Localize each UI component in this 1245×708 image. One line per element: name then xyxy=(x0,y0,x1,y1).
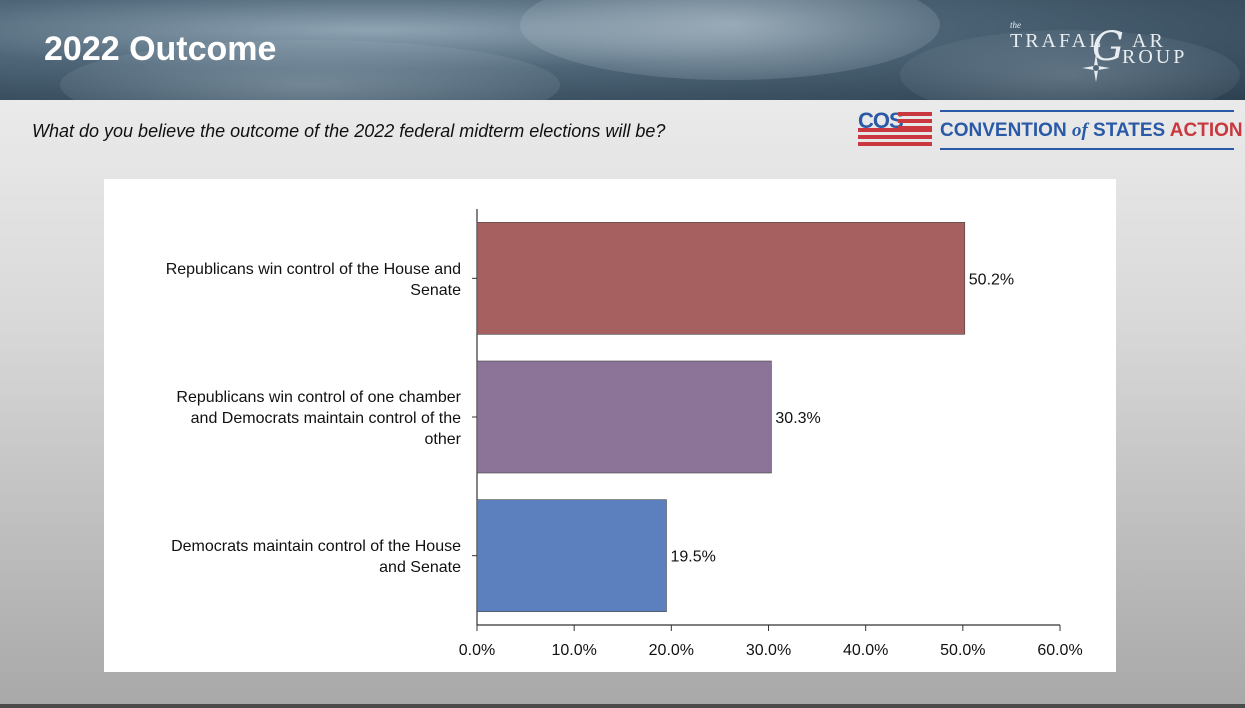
category-label: and Democrats maintain control of the xyxy=(191,410,461,427)
sky-cloud xyxy=(520,0,940,80)
x-tick-label: 10.0% xyxy=(551,642,596,659)
x-tick-label: 60.0% xyxy=(1037,642,1082,659)
bar xyxy=(476,360,772,474)
bar xyxy=(476,222,966,335)
sponsor-name-of: of xyxy=(1071,120,1088,141)
bar xyxy=(476,499,667,612)
category-label: other xyxy=(425,431,462,448)
category-label: and Senate xyxy=(379,559,461,576)
page-title: 2022 Outcome xyxy=(44,30,277,68)
category-label: Democrats maintain control of the House xyxy=(171,538,461,555)
header-banner: 2022 Outcome the TRAFAL G AR ROUP xyxy=(0,0,1245,100)
x-tick-label: 30.0% xyxy=(746,642,791,659)
sponsor-name-action: ACTION xyxy=(1169,120,1243,141)
sponsor-name: CONVENTION of STATES ACTION xyxy=(940,110,1243,150)
x-tick-label: 50.0% xyxy=(940,642,985,659)
sky-cloud xyxy=(900,30,1240,100)
data-label: 19.5% xyxy=(670,549,715,566)
compass-icon xyxy=(1082,54,1110,82)
flag-stripes-icon xyxy=(858,128,932,149)
sponsor-logo: COS CONVENTION of STATES ACTION xyxy=(858,108,1243,152)
category-label: Senate xyxy=(410,282,461,299)
x-tick-label: 20.0% xyxy=(649,642,694,659)
chart-canvas: 50.2% Republicans win control of the Hous… xyxy=(166,209,1083,659)
x-tick-label: 40.0% xyxy=(843,642,888,659)
trafalgar-group-logo: the TRAFAL G AR ROUP xyxy=(1010,20,1210,82)
data-label: 50.2% xyxy=(969,271,1014,288)
x-tick-label: 0.0% xyxy=(459,642,495,659)
category-label: Republicans win control of one chamber xyxy=(176,389,461,406)
data-label: 30.3% xyxy=(775,410,820,427)
bar-chart: 50.2% Republicans win control of the Hous… xyxy=(104,179,1116,672)
flag-stripes-icon xyxy=(898,112,932,133)
survey-question: What do you believe the outcome of the 2… xyxy=(32,121,666,141)
bottom-border xyxy=(0,704,1245,708)
sponsor-name-part: CONVENTION xyxy=(940,120,1072,141)
category-label: Republicans win control of the House and xyxy=(166,261,461,278)
sponsor-name-part: STATES xyxy=(1087,120,1170,141)
